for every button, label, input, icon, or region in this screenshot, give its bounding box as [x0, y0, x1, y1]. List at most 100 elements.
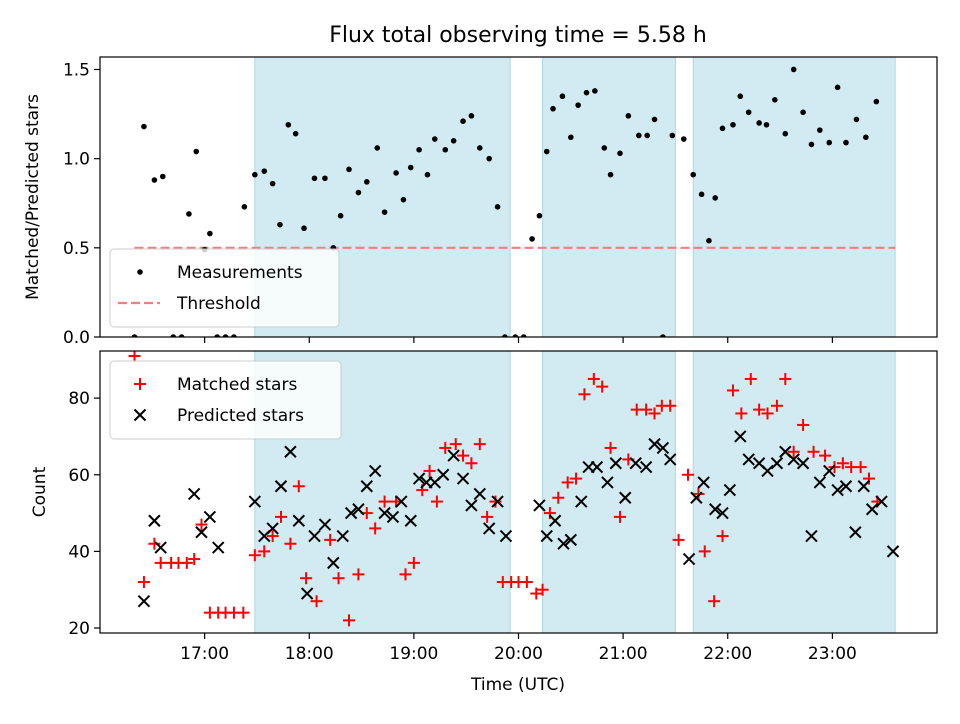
measurements-point — [292, 130, 299, 137]
predicted-stars-point-stroke — [734, 430, 747, 443]
predicted-stars-point-stroke — [195, 526, 208, 539]
predicted-stars-point-stroke — [831, 483, 844, 497]
measurements-point — [636, 132, 642, 139]
predicted-stars-point-stroke — [187, 487, 201, 501]
matched-stars-point — [543, 507, 556, 520]
measurements-point — [772, 97, 778, 103]
predicted-stars-point-stroke — [742, 453, 755, 466]
count-legend: Matched stars Predicted stars — [109, 360, 342, 440]
predicted-stars-point — [344, 506, 358, 520]
legend-box — [109, 360, 342, 440]
matched-stars-point — [698, 545, 711, 558]
matched-stars-point — [407, 556, 420, 569]
matched-stars-point — [648, 407, 661, 420]
legend-label: Measurements — [177, 263, 303, 283]
predicted-stars-point — [548, 514, 562, 527]
predicted-stars-point-stroke — [533, 499, 546, 512]
measurements-point — [269, 180, 276, 187]
measurements-point — [141, 123, 147, 130]
measurements-point — [790, 66, 797, 73]
predicted-stars-point-stroke — [318, 518, 332, 531]
predicted-stars-point-stroke — [865, 503, 879, 516]
predicted-stars-point — [865, 503, 879, 516]
measurements-point — [669, 132, 676, 139]
measurements-point — [763, 121, 770, 128]
matched-stars-point — [465, 457, 478, 470]
predicted-stars-point — [564, 533, 578, 547]
matched-stars-point — [536, 583, 549, 596]
chart-title: Flux total observing time = 5.58 h — [329, 23, 707, 48]
matched-stars-point — [587, 372, 600, 385]
predicted-stars-point-stroke — [875, 495, 888, 508]
predicted-stars-point-stroke — [274, 480, 288, 493]
predicted-stars-point — [540, 529, 553, 543]
matched-stars-point — [708, 595, 721, 608]
predicted-stars-point-stroke — [557, 537, 570, 550]
predicted-stars-point — [875, 495, 888, 508]
measurements-point — [782, 130, 789, 137]
predicted-stars-point — [831, 483, 844, 497]
measurements-point — [186, 211, 192, 217]
predicted-stars-point-stroke — [412, 472, 426, 485]
legend-marker-icon — [133, 408, 147, 422]
predicted-stars-point-stroke — [590, 460, 604, 474]
measurements-point — [644, 132, 650, 139]
measurements-point — [424, 171, 431, 178]
measurements-point — [170, 334, 177, 337]
legend-label: Predicted stars — [177, 406, 304, 426]
predicted-stars-point — [813, 476, 827, 489]
measurements-point — [311, 175, 318, 182]
predicted-stars-point-stroke — [360, 480, 374, 493]
predicted-stars-point — [575, 495, 588, 508]
predicted-stars-point — [533, 499, 546, 512]
predicted-stars-point-stroke — [575, 495, 588, 508]
y-tick-label: 0.5 — [63, 239, 90, 259]
measurements-point — [583, 89, 590, 96]
predicted-stars-point-stroke — [813, 476, 827, 489]
predicted-stars-point — [839, 480, 853, 493]
matched-stars-point — [552, 491, 565, 504]
predicted-stars-point — [787, 453, 800, 466]
x-axis-label: Time (UTC) — [470, 675, 565, 695]
measurements-point — [745, 109, 752, 116]
predicted-stars-point-stroke — [619, 491, 632, 504]
predicted-stars-point — [663, 453, 677, 466]
predicted-stars-point — [284, 445, 297, 458]
y-tick-label: 0.0 — [63, 328, 90, 348]
x-tick-label: 18:00 — [285, 644, 334, 664]
matched-stars-point — [570, 472, 583, 485]
predicted-stars-point-stroke — [336, 529, 349, 543]
measurements-point — [346, 166, 352, 173]
matched-stars-point — [148, 537, 161, 550]
observing-window — [542, 56, 676, 338]
x-tick-label: 21:00 — [599, 644, 648, 664]
predicted-stars-point — [292, 514, 305, 527]
measurements-point — [222, 334, 229, 337]
matched-stars-point — [604, 441, 617, 454]
measurements-point — [407, 164, 414, 171]
matched-stars-point — [352, 568, 365, 581]
measurements-point — [381, 209, 388, 215]
matched-stars-point — [180, 556, 193, 569]
predicted-stars-point — [248, 495, 262, 508]
predicted-stars-point — [723, 483, 737, 497]
predicted-stars-point — [886, 545, 900, 558]
y-tick-label: 20 — [68, 619, 90, 639]
predicted-stars-point-stroke — [473, 487, 486, 501]
predicted-stars-point-stroke — [849, 526, 862, 539]
measurements-point — [800, 109, 806, 116]
predicted-stars-point — [656, 441, 670, 455]
predicted-stars-point-stroke — [648, 437, 661, 451]
x-tick-label: 22:00 — [703, 644, 752, 664]
predicted-stars-point — [187, 487, 201, 501]
measurements-point — [512, 334, 519, 337]
predicted-stars-point-stroke — [682, 552, 696, 566]
measurements-point — [698, 191, 705, 198]
predicted-stars-point-stroke — [752, 457, 766, 470]
measurements-point — [322, 175, 328, 182]
predicted-stars-point-stroke — [292, 514, 305, 527]
predicted-stars-point-stroke — [308, 529, 321, 543]
matched-stars-point — [779, 372, 792, 385]
matched-stars-point — [275, 510, 288, 523]
predicted-stars-point — [473, 487, 486, 501]
